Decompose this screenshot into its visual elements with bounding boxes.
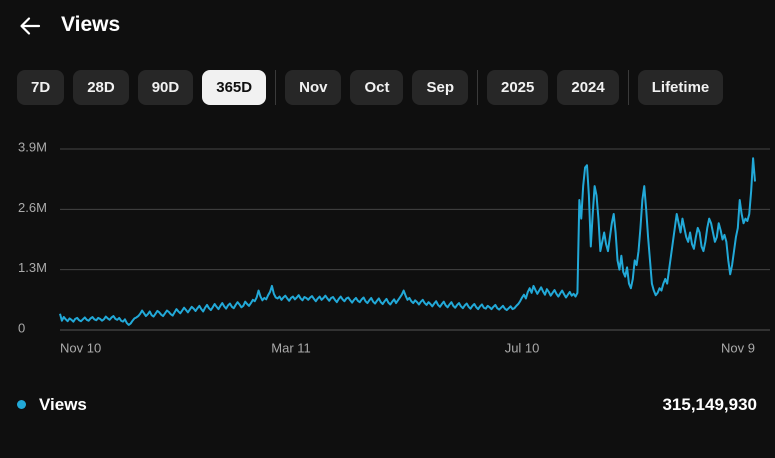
total-views: 315,149,930 bbox=[662, 395, 757, 414]
back-button[interactable] bbox=[18, 14, 42, 38]
range-tab[interactable]: Oct bbox=[350, 70, 404, 105]
legend: Views 315,149,930 bbox=[0, 388, 775, 422]
range-tab[interactable]: Nov bbox=[285, 70, 342, 105]
chart: 0 1.3M 2.6M 3.9M Nov 10 Mar 11 Jul 10 Nov 9 bbox=[18, 139, 770, 355]
line-series bbox=[59, 157, 756, 326]
x-tick-label: Nov 9 bbox=[721, 340, 755, 355]
y-tick-label: 2.6M bbox=[18, 200, 47, 215]
divider bbox=[275, 70, 277, 105]
range-tabs: 7D 28D 90D 365D Nov Oct Sep 2025 2024 Li… bbox=[17, 70, 732, 105]
legend-swatch bbox=[17, 400, 26, 409]
y-tick-label: 1.3M bbox=[18, 260, 47, 275]
y-tick-label: 3.9M bbox=[18, 139, 47, 154]
y-tick-label: 0 bbox=[18, 320, 25, 335]
divider bbox=[627, 70, 629, 105]
range-tab[interactable]: 2025 bbox=[486, 70, 549, 105]
x-tick-label: Mar 11 bbox=[271, 340, 311, 355]
page-title: Views bbox=[61, 13, 121, 36]
legend-label: Views bbox=[39, 395, 87, 414]
divider bbox=[476, 70, 478, 105]
range-tab[interactable]: 7D bbox=[17, 70, 65, 105]
range-tab[interactable]: 28D bbox=[73, 70, 129, 105]
x-tick-label: Nov 10 bbox=[60, 340, 101, 355]
range-tab[interactable]: 2024 bbox=[557, 70, 619, 105]
range-tab[interactable]: Lifetime bbox=[637, 70, 724, 105]
range-tab-selected[interactable]: 365D bbox=[202, 70, 267, 105]
x-tick-label: Jul 10 bbox=[505, 340, 540, 355]
range-tab[interactable]: Sep bbox=[412, 70, 468, 105]
range-tab[interactable]: 90D bbox=[137, 70, 194, 105]
app-bar: Views bbox=[0, 0, 775, 56]
